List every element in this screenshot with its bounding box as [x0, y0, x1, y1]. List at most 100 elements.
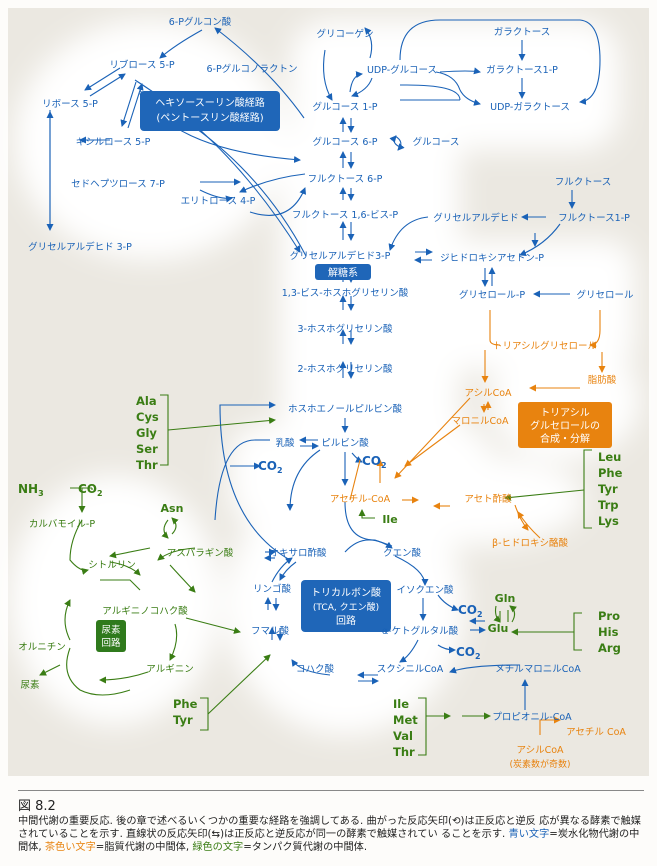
- aa-phe-fumarate: Phe: [173, 697, 198, 711]
- label-glycerol: グリセロール: [576, 289, 634, 301]
- label-glycerol-p: グリセロール-P: [459, 289, 525, 301]
- label-glycogen: グリコーゲン: [316, 28, 373, 40]
- label-lactate: 乳酸: [275, 437, 295, 449]
- label-3pg: 3-ホスホグリセリン酸: [298, 323, 393, 335]
- urea-box-line2: 回路: [101, 637, 121, 649]
- label-xylulose-5p: キシルロース 5-P: [76, 137, 151, 148]
- lipid-box-line3: 合成・分解: [540, 432, 590, 445]
- label-glucose: グルコース: [413, 136, 460, 148]
- aa-thr: Thr: [136, 458, 158, 472]
- ppp-box-line2: (ペントースリン酸経路): [156, 111, 263, 124]
- label-glucose-1p: グルコース 1-P: [312, 101, 377, 113]
- label-6p-gluconate: 6-Pグルコン酸: [169, 16, 232, 28]
- label-hydroxybutyrate: β-ヒドロキシ酪酸: [492, 537, 568, 549]
- label-carbamoyl-p: カルバモイル-P: [29, 519, 95, 530]
- label-13bpg: 1,3-ビス-ホスホグリセリン酸: [282, 287, 409, 299]
- lipid-box: [518, 402, 612, 448]
- label-acyl-coa-odd: アシルCoA: [516, 745, 564, 756]
- caption-green-desc: =タンパク質代謝の中間: [243, 841, 354, 853]
- tca-box-line1: トリカルボン酸: [311, 586, 381, 599]
- label-ribose-5p: リボース 5-P: [42, 99, 98, 110]
- lipid-arrows: [349, 310, 606, 735]
- caption-line1-pre: 中間代謝の重要反応. 後の章で述べるいくつかの重要な経路を強調してある. 曲がっ…: [18, 816, 452, 827]
- label-gap-3p: グリセルアルデヒド3-P: [290, 250, 391, 262]
- lipid-box-line2: グルセロールの: [530, 419, 600, 432]
- label-succinate: コハク酸: [296, 663, 335, 675]
- label-akg: α-ケトグルタル酸: [382, 625, 459, 637]
- label-glucose-6p: グルコース 6-P: [312, 136, 377, 148]
- label-urea: 尿素: [20, 679, 40, 691]
- lipid-labels: トリアシルグリセロール アシルCoA 脂肪酸 マロニルCoA アセチル-CoA …: [330, 340, 626, 770]
- protein-arrows: [39, 394, 592, 756]
- caption-divider: [18, 790, 644, 791]
- label-co2-isocitrate: CO2: [458, 603, 483, 619]
- label-udp-glucose: UDP-グルコース: [367, 64, 437, 76]
- aa-tyr-fumarate: Tyr: [173, 713, 193, 727]
- caption-blue-desc: =炭水化物代謝の中間体,: [18, 828, 640, 853]
- tca-box: [301, 580, 391, 632]
- aa-ser: Ser: [136, 442, 158, 456]
- label-citrate: クエン酸: [383, 547, 422, 559]
- label-2pg: 2-ホスホグリセリン酸: [298, 363, 393, 375]
- carbohydrate-arrows: [46, 19, 601, 710]
- label-acyl-coa: アシルCoA: [464, 388, 512, 399]
- label-fructose: フルクトース: [555, 177, 612, 188]
- label-nh3: NH3: [18, 482, 44, 498]
- label-ile-acetyl: Ile: [382, 513, 397, 526]
- tca-box-line3: 回路: [336, 614, 356, 627]
- ppp-box: [140, 91, 280, 131]
- aa-ile: Ile: [393, 697, 409, 711]
- label-gap-3p-left: グリセルアルデヒド 3-P: [28, 241, 132, 253]
- label-isocitrate: イソクエン酸: [396, 584, 454, 596]
- label-co2-akg: CO2: [456, 645, 481, 661]
- metabolism-diagram: ヘキソースーリン酸経路 (ペントースリン酸経路) 解糖系 トリカルボン酸 (TC…: [8, 8, 649, 776]
- label-aspartate: アスパラギン酸: [167, 547, 234, 559]
- figure-caption: 図 8.2 中間代謝の重要反応. 後の章で述べるいくつかの重要な経路を強調してあ…: [18, 790, 644, 854]
- urea-box: [96, 620, 126, 652]
- label-fatty-acid: 脂肪酸: [588, 374, 617, 386]
- aa-cys: Cys: [136, 410, 159, 424]
- aa-lys: Lys: [598, 514, 619, 528]
- label-sedoheptulose-7p: セドヘプツロース 7-P: [71, 179, 165, 190]
- label-fructose-16bp: フルクトース 1,6-ビス-P: [292, 210, 399, 221]
- label-co2-pyruvate: CO2: [362, 454, 387, 470]
- label-galactose-1p: ガラクトース1-P: [486, 65, 558, 76]
- label-pyruvate: ピルビン酸: [321, 437, 369, 449]
- aa-leu: Leu: [598, 450, 621, 464]
- label-acetoacetate: アセト酢酸: [464, 493, 512, 505]
- label-co2-left: CO2: [258, 459, 283, 475]
- label-oxaloacetate: オキサロ酢酸: [269, 547, 327, 559]
- label-triacylglycerol: トリアシルグリセロール: [493, 340, 598, 352]
- label-methylmalonyl-coa: メチルマロニルCoA: [495, 664, 581, 675]
- label-gln: Gln: [495, 592, 516, 605]
- aa-phe: Phe: [598, 466, 623, 480]
- label-ribulose-5p: リブロース 5-P: [109, 59, 175, 71]
- label-6p-gluconolactone: 6-Pグルコノラクトン: [206, 63, 297, 75]
- label-acetyl-coa: アセチル-CoA: [330, 494, 391, 505]
- caption-line3-pre: ることを示す.: [440, 828, 509, 840]
- label-glyceraldehyde: グリセルアルデヒド: [433, 212, 518, 224]
- aa-gly: Gly: [136, 426, 157, 440]
- caption-text: 中間代謝の重要反応. 後の章で述べるいくつかの重要な経路を強調してある. 曲がっ…: [18, 816, 644, 854]
- aa-met: Met: [393, 713, 418, 727]
- label-propionyl-coa: プロピオニル-CoA: [492, 712, 572, 723]
- label-fructose-6p: フルクトース 6-P: [308, 174, 383, 185]
- caption-line1-post: )は正反応と逆反: [460, 816, 536, 827]
- label-malonyl-coa: マロニルCoA: [452, 416, 509, 427]
- amino-acid-groups: Ala Cys Gly Ser Thr Leu Phe Tyr Trp Lys …: [136, 394, 623, 759]
- label-galactose: ガラクトース: [494, 27, 551, 38]
- label-ornithine: オルニチン: [18, 642, 66, 653]
- aa-arg: Arg: [598, 641, 621, 655]
- caption-orange-key: 茶色い文字: [44, 841, 96, 853]
- aa-ala: Ala: [136, 394, 157, 408]
- label-dhap: ジヒドロキシアセトン-P: [440, 253, 544, 264]
- label-fumarate: フマル酸: [251, 625, 290, 637]
- label-malate: リンゴ酸: [253, 583, 292, 595]
- label-acetyl-coa-small: アセチル CoA: [566, 727, 626, 738]
- aa-tyr: Tyr: [598, 482, 618, 496]
- aa-trp: Trp: [598, 498, 618, 512]
- figure-number: 図 8.2: [18, 799, 56, 814]
- label-odd-carbon-note: (炭素数が奇数): [509, 758, 570, 770]
- aa-pro: Pro: [598, 609, 620, 623]
- caption-line4: 体.: [353, 841, 368, 853]
